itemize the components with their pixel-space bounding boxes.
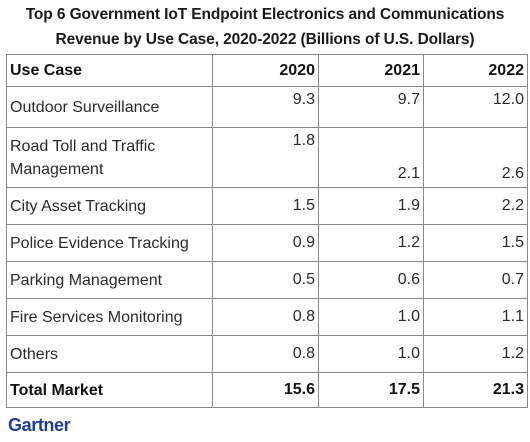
cell-2020: 1.5	[212, 187, 319, 225]
cell-2020: 9.3	[212, 86, 319, 128]
cell-2020: 0.8	[212, 298, 319, 336]
row-label-line-1: Road Toll and Traffic	[10, 137, 156, 155]
cell-2022: 1.2	[423, 335, 528, 373]
table-row: Others 0.8 1.0 1.2	[6, 335, 528, 373]
table-title: Top 6 Government IoT Endpoint Electronic…	[0, 2, 530, 52]
cell-2022: 2.6	[423, 127, 528, 188]
cell-2021: 1.2	[318, 224, 424, 262]
row-label: Road Toll and Traffic Management	[6, 127, 213, 188]
cell-2020: 0.5	[212, 261, 319, 299]
table-header-row: Use Case 2020 2021 2022	[6, 54, 528, 87]
cell-2021: 9.7	[318, 86, 424, 128]
cell-2022: 1.5	[423, 224, 528, 262]
total-2020: 15.6	[212, 372, 319, 408]
gartner-logo: Gartner	[8, 415, 71, 435]
row-label-line-2: Management	[10, 160, 104, 178]
cell-2022: 0.7	[423, 261, 528, 299]
row-label: Fire Services Monitoring	[6, 298, 213, 336]
table-row: City Asset Tracking 1.5 1.9 2.2	[6, 187, 528, 225]
revenue-table: Use Case 2020 2021 2022 Outdoor Surveill…	[6, 54, 528, 408]
cell-2021: 1.9	[318, 187, 424, 225]
cell-2021: 2.1	[318, 127, 424, 188]
cell-2020: 0.9	[212, 224, 319, 262]
cell-2020: 0.8	[212, 335, 319, 373]
total-2022: 21.3	[423, 372, 528, 408]
cell-2022: 1.1	[423, 298, 528, 336]
row-label: Parking Management	[6, 261, 213, 299]
cell-2020: 1.8	[212, 127, 319, 188]
row-label: City Asset Tracking	[6, 187, 213, 225]
cell-2021: 0.6	[318, 261, 424, 299]
header-2022: 2022	[423, 54, 528, 87]
row-label: Outdoor Surveillance	[6, 86, 213, 128]
table-row: Parking Management 0.5 0.6 0.7	[6, 261, 528, 299]
table-row: Outdoor Surveillance 9.3 9.7 12.0	[6, 86, 528, 128]
table-row: Fire Services Monitoring 0.8 1.0 1.1	[6, 298, 528, 336]
header-2021: 2021	[318, 54, 424, 87]
table-total-row: Total Market 15.6 17.5 21.3	[6, 372, 528, 408]
header-use-case: Use Case	[6, 54, 213, 87]
cell-2022: 2.2	[423, 187, 528, 225]
row-label: Others	[6, 335, 213, 373]
cell-2021: 1.0	[318, 335, 424, 373]
header-2020: 2020	[212, 54, 319, 87]
cell-2021: 1.0	[318, 298, 424, 336]
table-title-line-1: Top 6 Government IoT Endpoint Electronic…	[25, 6, 505, 23]
table-title-line-2: Revenue by Use Case, 2020-2022 (Billions…	[55, 31, 475, 48]
table-row: Police Evidence Tracking 0.9 1.2 1.5	[6, 224, 528, 262]
total-2021: 17.5	[318, 372, 424, 408]
total-label: Total Market	[6, 372, 213, 408]
cell-2022: 12.0	[423, 86, 528, 128]
table-row: Road Toll and Traffic Management 1.8 2.1…	[6, 127, 528, 188]
row-label: Police Evidence Tracking	[6, 224, 213, 262]
